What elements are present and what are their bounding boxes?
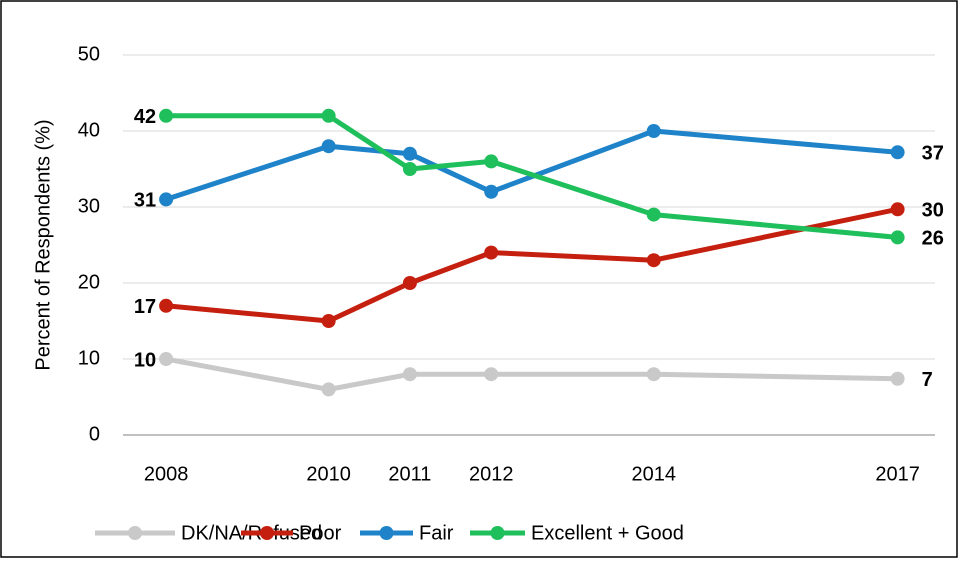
legend-marker (379, 526, 394, 540)
data-point (321, 139, 336, 154)
y-tick-label: 0 (89, 423, 100, 445)
y-axis-label: Percent of Respondents (%) (32, 119, 54, 370)
data-point (159, 298, 174, 313)
data-point (159, 108, 174, 123)
legend-label: Fair (419, 522, 454, 544)
data-point (646, 367, 661, 382)
data-label: 10 (134, 349, 156, 371)
data-point (646, 124, 661, 138)
data-point (646, 207, 661, 222)
series-line (165, 128, 898, 202)
data-point (890, 230, 905, 245)
series-line (166, 113, 898, 240)
y-tick-label: 40 (78, 119, 100, 141)
data-label: 7 (922, 369, 933, 391)
data-point (890, 202, 905, 217)
data-label: 42 (134, 106, 156, 128)
x-tick-label: 2010 (306, 463, 351, 485)
legend-label: Poor (299, 522, 342, 544)
y-tick-label: 10 (78, 347, 100, 369)
x-tick-label: 2011 (388, 463, 431, 485)
data-point (484, 367, 499, 382)
data-point (646, 253, 661, 268)
x-tick-label: 2014 (632, 463, 677, 485)
legend-marker (260, 526, 274, 540)
data-label: 30 (922, 200, 944, 222)
legend-marker (128, 526, 142, 540)
legend-marker (490, 526, 505, 540)
data-point (159, 352, 174, 366)
data-point (402, 162, 417, 176)
data-label: 37 (922, 143, 944, 165)
data-point (402, 146, 417, 161)
data-point (484, 154, 499, 169)
data-point (321, 314, 336, 328)
x-tick-label: 2008 (144, 463, 189, 485)
data-point (484, 184, 499, 199)
y-tick-label: 30 (78, 195, 100, 217)
x-tick-label: 2017 (875, 463, 920, 485)
data-point (321, 108, 336, 123)
legend-label: Excellent + Good (531, 522, 684, 544)
data-label: 17 (134, 296, 156, 318)
data-point (321, 382, 336, 397)
data-point (402, 276, 417, 290)
y-tick-label: 50 (78, 43, 100, 65)
data-point (890, 145, 905, 160)
data-point (484, 245, 499, 260)
series-line (165, 206, 899, 324)
data-label: 31 (134, 190, 156, 212)
x-tick-label: 2012 (469, 463, 514, 485)
data-label: 26 (922, 228, 944, 250)
data-point (159, 192, 174, 207)
data-point (890, 371, 905, 386)
data-point (402, 367, 417, 382)
series-line (165, 356, 898, 392)
y-tick-label: 20 (78, 271, 100, 293)
